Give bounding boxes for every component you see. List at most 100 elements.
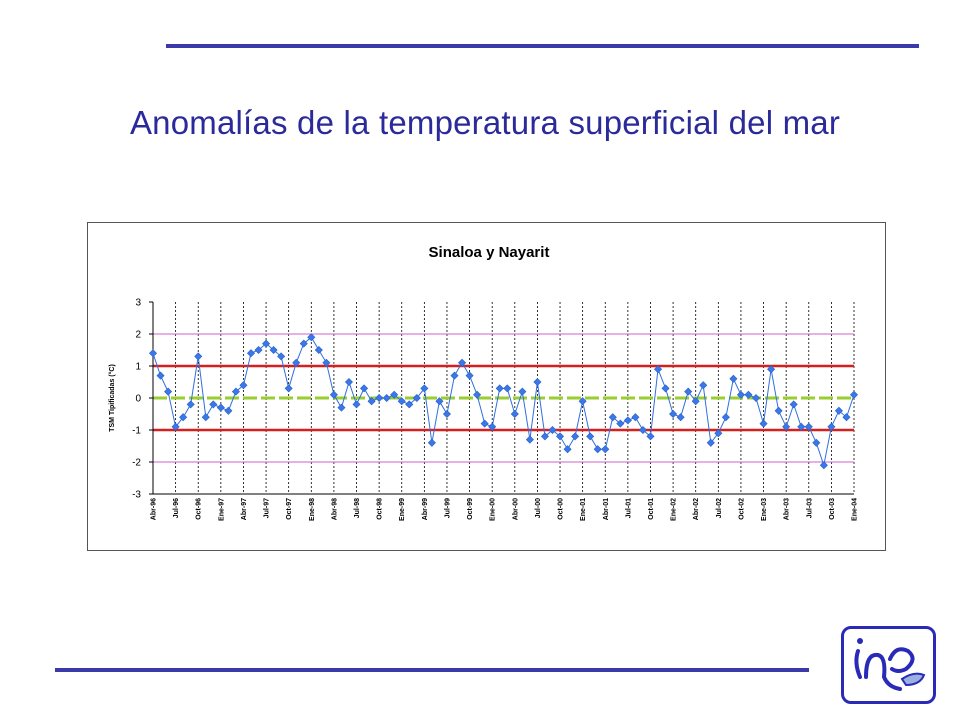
- x-tick-label: Jul-97: [264, 498, 271, 518]
- x-tick-label: Abr-00: [512, 498, 519, 520]
- data-point: [510, 409, 519, 419]
- data-point: [337, 403, 346, 412]
- data-point: [638, 425, 647, 435]
- data-point: [608, 413, 617, 422]
- data-point: [736, 390, 745, 399]
- data-point: [179, 413, 188, 422]
- data-point: [322, 358, 331, 367]
- data-point: [397, 397, 406, 406]
- y-tick-label: -3: [132, 490, 141, 501]
- data-point: [262, 339, 271, 348]
- data-point: [473, 390, 482, 399]
- data-point: [849, 390, 859, 399]
- x-tick-label: Ene-01: [580, 498, 587, 521]
- data-point: [314, 345, 323, 355]
- data-point: [623, 416, 632, 425]
- data-point: [435, 397, 444, 406]
- data-point: [239, 381, 248, 390]
- x-tick-label: Ene-98: [309, 498, 316, 521]
- series-line: [152, 336, 855, 468]
- x-tick-label: Ene-99: [399, 498, 406, 521]
- data-point: [194, 352, 203, 361]
- data-point: [382, 393, 391, 403]
- data-point: [540, 432, 549, 441]
- data-point: [812, 438, 821, 447]
- x-tick-label: Abr-96: [151, 498, 158, 520]
- data-point: [578, 397, 587, 406]
- logo-mark: [854, 638, 926, 691]
- data-point: [593, 445, 602, 454]
- x-tick-label: Abr-99: [422, 498, 429, 520]
- x-tick-label: Oct-01: [648, 498, 655, 520]
- data-point: [269, 345, 278, 355]
- y-tick-label: 0: [135, 394, 141, 405]
- anomaly-line-chart: Sinaloa y Nayarit Abr-96 Jul-96 Oct-96 Ene-…: [108, 244, 859, 521]
- data-point: [164, 387, 173, 396]
- x-tick-label: Jul-02: [716, 498, 723, 518]
- data-point: [751, 393, 761, 403]
- y-tick-label: 3: [135, 298, 141, 309]
- data-point: [834, 406, 843, 415]
- x-tick-label: Jul-98: [354, 498, 361, 518]
- data-point: [646, 432, 655, 441]
- x-tick-label: Abr-97: [241, 498, 248, 520]
- x-tick-label: Jul-00: [535, 498, 542, 518]
- x-tick-label: Oct-96: [196, 498, 203, 520]
- data-point: [669, 409, 678, 419]
- data-point: [367, 397, 376, 406]
- data-point: [360, 384, 369, 393]
- data-point: [375, 393, 384, 403]
- x-tick-label: Abr-03: [784, 498, 791, 520]
- data-point: [616, 419, 625, 428]
- chart-frame: Sinaloa y Nayarit Abr-96 Jul-96 Oct-96 Ene-…: [87, 222, 886, 551]
- data-point: [586, 432, 595, 441]
- data-point: [420, 384, 429, 393]
- x-tick-label: Oct-00: [558, 498, 565, 520]
- data-point: [277, 352, 286, 361]
- x-tick-label: Abr-02: [693, 498, 700, 520]
- x-tick-label: Ene-02: [671, 498, 678, 521]
- data-point: [789, 400, 798, 409]
- x-tick-label: Abr-01: [603, 498, 610, 520]
- data-point: [714, 429, 723, 438]
- x-tick-label: Jul-96: [173, 498, 180, 518]
- x-tick-label: Ene-04: [852, 498, 859, 521]
- data-point: [744, 390, 753, 399]
- data-point: [442, 409, 451, 419]
- y-tick-label: -1: [132, 426, 141, 437]
- data-point: [842, 413, 851, 422]
- data-point: [676, 413, 685, 422]
- data-point: [601, 445, 610, 454]
- data-point: [653, 365, 663, 374]
- x-tick-label: Oct-99: [467, 498, 474, 520]
- y-axis-label: TSM Tipificadas (°C): [108, 364, 116, 432]
- data-point: [352, 400, 361, 409]
- x-tick-label: Jul-03: [806, 498, 813, 518]
- data-point: [804, 422, 813, 431]
- top-rule: [166, 44, 919, 48]
- data-point: [465, 371, 474, 380]
- series-layer: [148, 333, 859, 470]
- x-tick-label: Ene-00: [490, 498, 497, 521]
- x-tick-label: Oct-03: [829, 498, 836, 520]
- x-tick-label: Ene-03: [761, 498, 768, 521]
- data-point: [721, 413, 730, 422]
- data-point: [684, 387, 693, 396]
- x-tick-label: Oct-98: [377, 498, 384, 520]
- data-point: [488, 422, 497, 431]
- data-point: [231, 387, 240, 396]
- data-point: [691, 397, 700, 406]
- data-point: [729, 374, 738, 383]
- x-tick-label: Jul-99: [444, 498, 451, 518]
- y-tick-label: 2: [135, 330, 141, 341]
- data-point: [774, 406, 783, 415]
- data-point: [480, 419, 489, 428]
- data-point: [186, 400, 195, 409]
- data-point: [458, 358, 467, 367]
- bottom-rule: [55, 668, 809, 672]
- data-point: [390, 390, 399, 399]
- data-point: [427, 438, 436, 447]
- data-point: [216, 403, 225, 412]
- reference-lines: [153, 333, 854, 463]
- data-point: [171, 422, 180, 431]
